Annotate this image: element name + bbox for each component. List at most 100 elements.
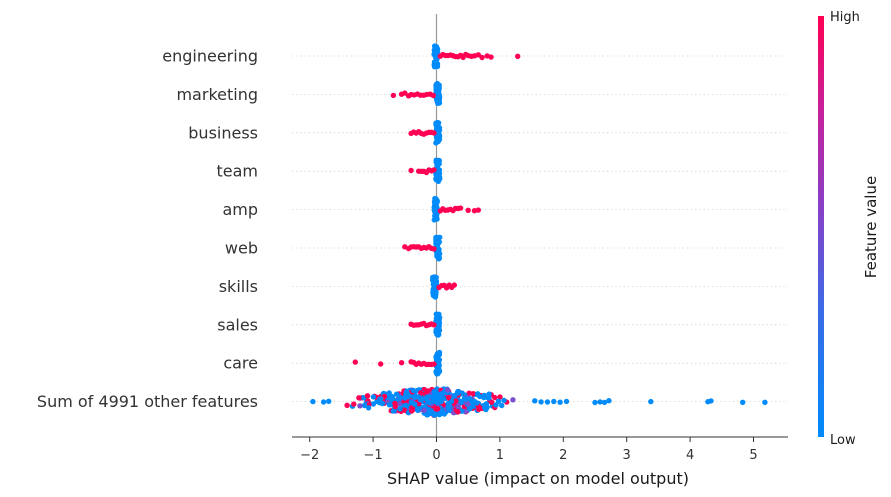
high-value-point bbox=[431, 246, 437, 252]
high-value-point bbox=[398, 360, 405, 366]
other-features-point bbox=[393, 391, 400, 397]
other-features-point bbox=[424, 388, 430, 395]
other-features-point bbox=[463, 396, 469, 402]
other-features-point bbox=[501, 397, 507, 404]
feature-label: marketing bbox=[176, 85, 258, 104]
other-features-point bbox=[489, 399, 495, 405]
other-features-point bbox=[483, 401, 490, 407]
low-value-point bbox=[436, 311, 442, 317]
other-features-point bbox=[431, 411, 438, 417]
other-features-point bbox=[418, 390, 424, 396]
low-value-point bbox=[434, 354, 441, 360]
low-value-point bbox=[434, 83, 441, 89]
other-features-point bbox=[379, 400, 386, 407]
high-value-point bbox=[451, 282, 457, 288]
other-features-point bbox=[397, 406, 403, 412]
colorbar-high-label: High bbox=[830, 10, 860, 25]
high-value-point bbox=[479, 54, 485, 61]
other-features-point bbox=[475, 391, 481, 397]
feature-label: care bbox=[223, 354, 258, 373]
feature-label: amp bbox=[222, 200, 258, 219]
other-features-point bbox=[365, 405, 372, 411]
other-features-point bbox=[606, 398, 612, 404]
other-features-point bbox=[601, 399, 608, 406]
other-features-point bbox=[455, 403, 461, 409]
other-features-point bbox=[356, 395, 362, 401]
other-features-point bbox=[433, 395, 439, 402]
high-value-point bbox=[475, 207, 481, 213]
other-features-point bbox=[467, 406, 473, 412]
x-tick-label: 5 bbox=[749, 448, 757, 463]
other-features-point bbox=[412, 394, 418, 400]
other-features-point bbox=[532, 398, 538, 404]
other-features-point bbox=[510, 397, 516, 403]
x-tick-label: −2 bbox=[300, 448, 319, 463]
other-features-point bbox=[421, 407, 427, 414]
x-tick-label: 4 bbox=[686, 448, 694, 463]
low-value-point bbox=[434, 126, 440, 132]
low-value-point bbox=[432, 196, 438, 202]
low-value-point bbox=[437, 176, 443, 182]
other-features-point bbox=[361, 402, 368, 409]
other-features-point bbox=[492, 394, 498, 401]
other-features-point bbox=[551, 398, 557, 405]
colorbar-low-label: Low bbox=[830, 433, 856, 448]
other-features-point bbox=[485, 394, 491, 400]
other-features-point bbox=[375, 398, 382, 405]
x-tick-label: 2 bbox=[559, 448, 567, 463]
high-value-point bbox=[457, 205, 464, 211]
feature-label: skills bbox=[219, 277, 258, 296]
other-features-point bbox=[448, 398, 455, 405]
feature-label: team bbox=[216, 162, 258, 181]
other-features-point bbox=[557, 399, 563, 405]
other-features-point bbox=[386, 402, 393, 408]
x-tick-label: 3 bbox=[623, 448, 631, 463]
other-features-point bbox=[424, 394, 430, 400]
high-value-point bbox=[431, 361, 437, 367]
high-value-point bbox=[431, 167, 437, 173]
low-value-point bbox=[433, 318, 439, 324]
x-tick-label: −1 bbox=[364, 448, 383, 463]
other-features-point bbox=[445, 394, 452, 401]
other-features-point bbox=[412, 401, 418, 407]
low-value-point bbox=[436, 362, 442, 369]
x-tick-label: 0 bbox=[432, 448, 440, 463]
high-value-point bbox=[378, 361, 384, 367]
low-value-point bbox=[433, 172, 440, 178]
other-features-point bbox=[597, 399, 603, 405]
other-features-point bbox=[592, 399, 598, 406]
other-features-point bbox=[445, 405, 451, 411]
low-value-point bbox=[432, 201, 438, 207]
high-value-point bbox=[408, 167, 414, 174]
colorbar-gradient bbox=[818, 16, 824, 437]
other-features-point bbox=[392, 400, 398, 407]
other-features-point bbox=[326, 398, 332, 404]
other-features-point bbox=[444, 387, 451, 393]
low-value-point bbox=[434, 158, 440, 165]
feature-label: engineering bbox=[162, 47, 258, 66]
low-value-point bbox=[433, 215, 440, 221]
high-value-point bbox=[431, 322, 437, 328]
other-features-point bbox=[360, 395, 367, 401]
other-features-point bbox=[370, 401, 377, 407]
other-features-point bbox=[357, 403, 363, 409]
feature-label: Sum of 4991 other features bbox=[37, 392, 258, 411]
other-features-point bbox=[470, 391, 476, 397]
row-gridlines bbox=[292, 55, 788, 403]
other-features-point bbox=[401, 407, 407, 413]
low-value-point bbox=[433, 52, 439, 58]
high-value-point bbox=[515, 53, 521, 59]
other-features-point bbox=[708, 398, 714, 404]
low-value-point bbox=[434, 61, 441, 67]
x-axis: −2 −1 0 1 2 3 4 5 bbox=[292, 436, 788, 463]
other-features-point bbox=[483, 406, 489, 413]
other-features-point bbox=[410, 387, 417, 394]
other-features-point bbox=[364, 393, 371, 399]
x-axis-title: SHAP value (impact on model output) bbox=[387, 469, 689, 488]
other-features-point bbox=[476, 406, 482, 412]
other-features-point bbox=[370, 394, 377, 400]
feature-label: web bbox=[225, 239, 258, 258]
other-features-point bbox=[762, 399, 768, 405]
other-features-point bbox=[433, 389, 439, 395]
high-value-point bbox=[402, 90, 408, 96]
